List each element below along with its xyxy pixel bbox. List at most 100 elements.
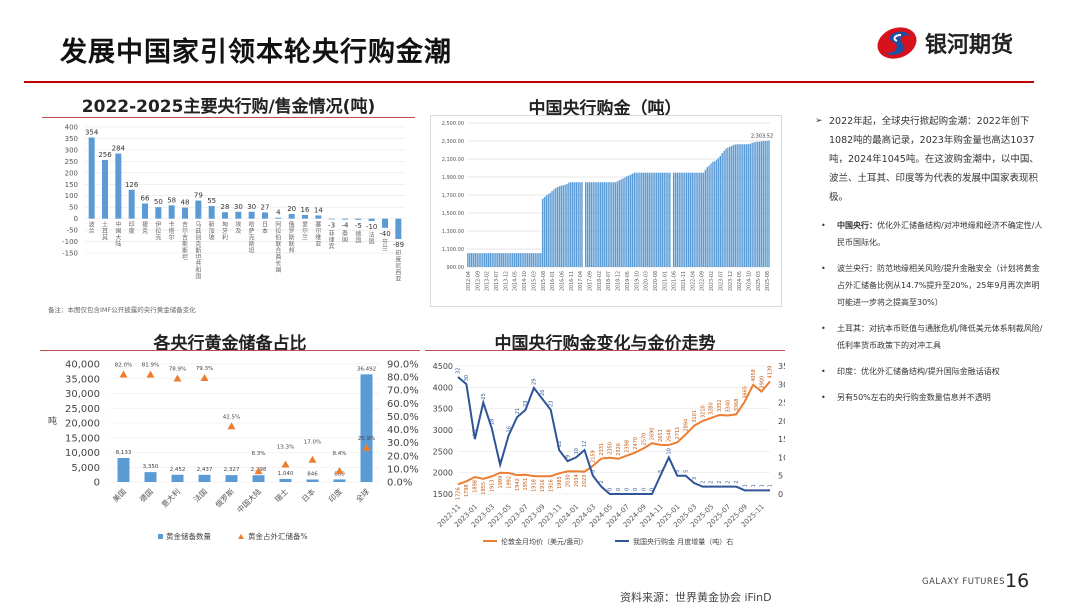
bar-data-label: 846 xyxy=(307,472,318,478)
price-data-label: 1992 xyxy=(506,476,512,489)
price-data-label: 1918 xyxy=(532,479,538,492)
purchase-data-label: 2 xyxy=(734,480,740,483)
data-label: 79 xyxy=(194,192,203,200)
x-tick-label: 菲律宾 xyxy=(329,229,335,250)
company-logo: 银河期货 xyxy=(875,26,1013,60)
y-tick-label: 40,000 xyxy=(65,360,100,371)
bar xyxy=(687,172,690,267)
x-tick-label: 2025-03 xyxy=(756,271,762,291)
page-title: 发展中国家引领本轮央行购金潮 xyxy=(60,37,452,68)
price-data-label: 3340 xyxy=(726,400,732,413)
percent-marker xyxy=(308,455,317,463)
bar xyxy=(613,182,615,267)
price-data-label: 2648 xyxy=(667,429,673,442)
price-data-label: 2023 xyxy=(582,475,588,488)
bar xyxy=(642,172,645,267)
bar xyxy=(315,215,322,219)
percent-data-label: 78.9% xyxy=(169,367,186,373)
chart2-china-gold-reserves: 900.00 1,100.00 1,300.00 1,500.00 1,700.00 1,… xyxy=(442,121,773,291)
percent-data-label: 8.4% xyxy=(333,451,347,457)
x-tick-label: 土耳其 xyxy=(102,221,108,242)
x-tick-label: 2015-08 xyxy=(541,271,547,291)
bar xyxy=(674,172,677,267)
bar xyxy=(704,169,707,267)
bar xyxy=(225,475,238,482)
x-tick-label: 2014-10 xyxy=(522,271,528,291)
bar xyxy=(540,253,542,267)
bar xyxy=(560,185,563,267)
chart1-note: 备注：本图仅包含IMF公开披露的央行黄金储备变化 xyxy=(48,306,196,314)
data-label: 284 xyxy=(112,145,126,153)
bar xyxy=(536,253,538,267)
bar xyxy=(768,140,770,267)
data-label: -3 xyxy=(328,221,335,229)
y-tick-label: 15,000 xyxy=(65,433,100,444)
price-data-label: 2159 xyxy=(591,450,597,463)
bar xyxy=(635,172,637,267)
price-data-label: 2894 xyxy=(683,419,689,432)
bar xyxy=(614,182,617,267)
legend-label: 我国央行购金 月度增量（吨）右 xyxy=(633,537,733,546)
bar xyxy=(553,189,555,267)
x-tick-label: 俄罗斯 xyxy=(213,486,236,509)
y-tick-label: 300 xyxy=(65,146,78,154)
bar-data-label: 2,437 xyxy=(197,467,213,473)
price-data-label: 3900 xyxy=(759,376,765,389)
bullet-china: 中国央行：优化外汇储备结构/对冲地缘和经济不确定性/人民币国际化。 xyxy=(815,217,1045,251)
price-data-label: 2034 xyxy=(574,474,580,487)
bar xyxy=(482,253,484,267)
bar xyxy=(659,172,662,267)
y-tick-label: 2,300.00 xyxy=(442,139,464,145)
purchase-data-label: 2 xyxy=(709,480,715,483)
bar xyxy=(581,182,583,267)
bar xyxy=(764,141,766,267)
purchase-line xyxy=(457,376,770,495)
y2-tick-label: 30.0% xyxy=(387,438,419,449)
bar xyxy=(571,182,574,267)
data-label: -5 xyxy=(355,222,362,230)
data-label: -10 xyxy=(366,223,377,231)
bar xyxy=(628,175,630,267)
y-tick-label: -150 xyxy=(62,250,78,258)
purchase-data-label: 5 xyxy=(591,470,597,473)
y-tick-label: 1500 xyxy=(433,490,453,499)
bar xyxy=(476,253,478,267)
price-data-label: 2030 xyxy=(565,474,571,487)
bar xyxy=(727,147,729,267)
bar xyxy=(577,182,579,267)
data-label: 16 xyxy=(301,206,310,214)
bar xyxy=(629,174,632,267)
x-tick-label: 2018-07 xyxy=(606,271,612,291)
y2-tick-label: 30 xyxy=(778,380,785,389)
bar xyxy=(644,172,647,267)
price-data-label: 1951 xyxy=(523,478,529,491)
bar xyxy=(469,253,471,267)
price-data-label: 1726 xyxy=(456,487,462,500)
y2-tick-label: 0 xyxy=(778,490,783,499)
x-tick-label: 2014-05 xyxy=(513,271,519,291)
bar xyxy=(541,198,544,267)
bar-data-label: 2,327 xyxy=(224,467,240,473)
bar xyxy=(306,479,319,482)
bar xyxy=(706,167,708,267)
bar-data-label: 2,452 xyxy=(170,467,186,473)
percent-data-label: 13.3% xyxy=(277,445,294,451)
y2-tick-label: 10 xyxy=(778,453,785,462)
bar xyxy=(717,157,720,267)
purchase-data-label: 10 xyxy=(667,448,673,454)
y2-tick-label: 25 xyxy=(778,399,785,408)
data-label: 48 xyxy=(181,199,190,207)
y2-tick-label: 40.0% xyxy=(387,425,419,436)
bar xyxy=(723,150,725,267)
data-label: 30 xyxy=(247,203,256,211)
bar xyxy=(584,182,587,267)
bar xyxy=(626,176,628,267)
bullet-label: 中国央行： xyxy=(837,221,877,230)
purchase-data-label: 0 xyxy=(650,488,656,491)
bar xyxy=(328,218,335,220)
purchase-data-label: 9 xyxy=(565,455,571,458)
y-tick-label: 3500 xyxy=(433,405,453,414)
purchase-data-label: 12 xyxy=(582,441,588,447)
y-tick-label: 200 xyxy=(65,169,78,177)
purchase-data-label: 15 xyxy=(473,430,479,436)
